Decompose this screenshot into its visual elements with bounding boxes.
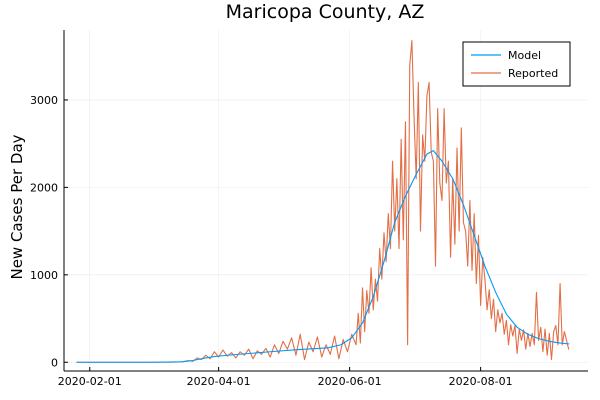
axes xyxy=(63,30,588,372)
series-line-model xyxy=(76,150,570,363)
legend-label-reported: Reported xyxy=(508,67,558,80)
y-tick-label: 0 xyxy=(51,356,58,369)
legend: Model Reported xyxy=(462,41,571,87)
x-tick-label: 2020-02-01 xyxy=(58,375,122,388)
x-tick-label: 2020-04-01 xyxy=(187,375,251,388)
grid-lines xyxy=(64,30,588,371)
legend-label-model: Model xyxy=(508,49,541,62)
y-tick-label: 2000 xyxy=(30,181,58,194)
tick-labels: 2020-02-01 2020-04-01 2020-06-01 2020-08-01… xyxy=(30,94,513,388)
y-tick-label: 3000 xyxy=(30,94,58,107)
series-line-reported xyxy=(76,39,570,363)
chart-title: Maricopa County, AZ xyxy=(226,1,425,23)
x-tick-label: 2020-08-01 xyxy=(449,375,513,388)
y-axis-label: New Cases Per Day xyxy=(8,134,26,279)
series-layer xyxy=(76,39,570,363)
x-tick-label: 2020-06-01 xyxy=(318,375,382,388)
legend-box xyxy=(462,41,571,87)
y-tick-label: 1000 xyxy=(30,269,58,282)
